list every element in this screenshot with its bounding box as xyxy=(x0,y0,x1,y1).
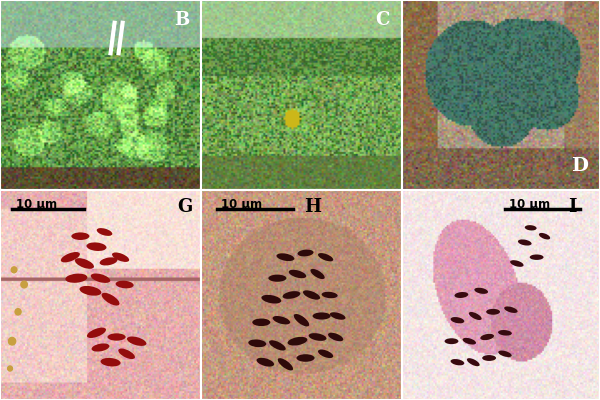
Ellipse shape xyxy=(112,252,129,262)
Text: B: B xyxy=(173,11,189,29)
Ellipse shape xyxy=(539,233,550,240)
Ellipse shape xyxy=(486,309,500,315)
Text: 10 μm: 10 μm xyxy=(16,198,57,211)
Ellipse shape xyxy=(480,334,494,340)
Circle shape xyxy=(8,366,13,371)
Ellipse shape xyxy=(262,295,281,304)
Ellipse shape xyxy=(278,358,293,370)
Circle shape xyxy=(8,338,16,345)
Text: G: G xyxy=(178,198,193,216)
Ellipse shape xyxy=(272,316,290,324)
Ellipse shape xyxy=(322,292,338,298)
Ellipse shape xyxy=(127,336,146,346)
Ellipse shape xyxy=(71,232,89,240)
Ellipse shape xyxy=(451,359,464,365)
Ellipse shape xyxy=(97,228,112,236)
Text: I: I xyxy=(568,198,576,216)
Ellipse shape xyxy=(454,292,469,298)
Ellipse shape xyxy=(101,358,121,366)
Ellipse shape xyxy=(277,253,295,261)
Ellipse shape xyxy=(525,225,536,230)
Ellipse shape xyxy=(451,317,464,323)
Ellipse shape xyxy=(303,290,320,300)
Ellipse shape xyxy=(463,338,476,344)
Ellipse shape xyxy=(318,253,333,261)
Ellipse shape xyxy=(269,340,286,350)
Ellipse shape xyxy=(475,288,488,294)
Ellipse shape xyxy=(467,358,479,366)
Ellipse shape xyxy=(498,350,512,357)
Ellipse shape xyxy=(91,274,110,283)
Circle shape xyxy=(11,267,17,273)
Ellipse shape xyxy=(518,240,532,246)
Ellipse shape xyxy=(469,312,482,320)
Text: C: C xyxy=(376,11,390,29)
Ellipse shape xyxy=(482,355,496,361)
Ellipse shape xyxy=(92,344,109,352)
Ellipse shape xyxy=(504,306,518,313)
Ellipse shape xyxy=(330,312,346,320)
Ellipse shape xyxy=(445,338,458,344)
Ellipse shape xyxy=(100,257,118,266)
Ellipse shape xyxy=(313,312,331,320)
Ellipse shape xyxy=(310,269,325,279)
Ellipse shape xyxy=(87,328,106,338)
Ellipse shape xyxy=(107,333,125,341)
Ellipse shape xyxy=(287,337,307,346)
Ellipse shape xyxy=(328,333,343,341)
Circle shape xyxy=(15,309,21,315)
Ellipse shape xyxy=(318,350,333,358)
Circle shape xyxy=(21,281,28,288)
Ellipse shape xyxy=(283,291,301,299)
Ellipse shape xyxy=(65,274,88,283)
Ellipse shape xyxy=(86,242,106,251)
Ellipse shape xyxy=(510,260,524,267)
Ellipse shape xyxy=(116,281,134,288)
Text: H: H xyxy=(305,198,322,216)
Ellipse shape xyxy=(308,333,326,341)
Ellipse shape xyxy=(296,354,314,362)
Ellipse shape xyxy=(294,314,309,326)
Ellipse shape xyxy=(257,358,274,366)
Ellipse shape xyxy=(298,250,314,256)
Text: 10 μm: 10 μm xyxy=(509,198,550,211)
Ellipse shape xyxy=(268,275,286,282)
Ellipse shape xyxy=(498,330,512,336)
Ellipse shape xyxy=(289,270,306,278)
Ellipse shape xyxy=(252,318,271,326)
Ellipse shape xyxy=(530,254,544,260)
Ellipse shape xyxy=(80,286,101,296)
Ellipse shape xyxy=(248,340,266,347)
Text: 10 μm: 10 μm xyxy=(221,198,262,211)
Ellipse shape xyxy=(61,252,80,262)
Ellipse shape xyxy=(75,258,94,269)
Ellipse shape xyxy=(101,293,119,306)
Text: D: D xyxy=(571,157,588,175)
Ellipse shape xyxy=(118,348,135,359)
